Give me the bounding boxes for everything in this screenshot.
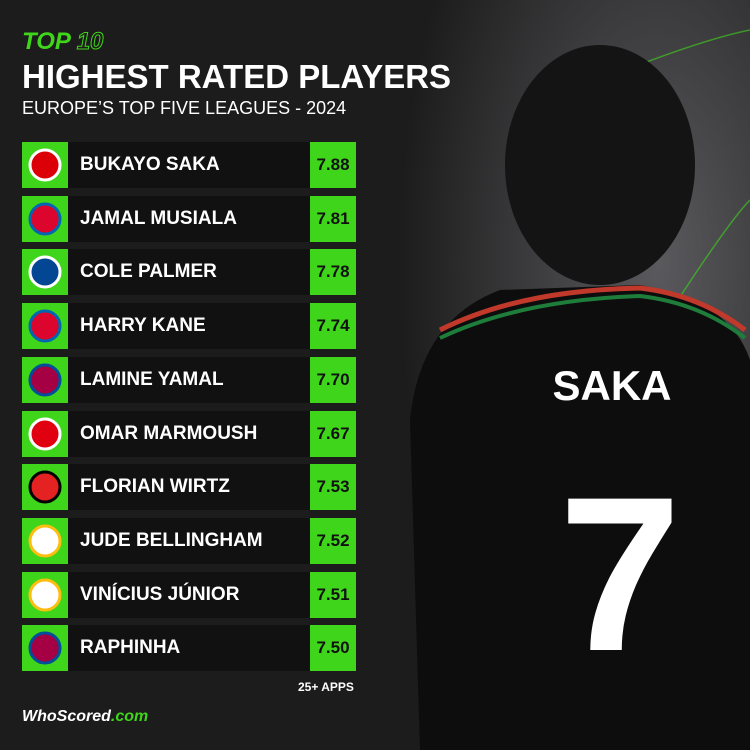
brand-suffix: .com: [110, 708, 149, 725]
player-name: LAMINE YAMAL: [68, 356, 310, 403]
player-name: VINÍCIUS JÚNIOR: [68, 571, 310, 618]
club-badge: [22, 571, 68, 618]
brand: WhoScored: [22, 708, 111, 725]
table-row: JAMAL MUSIALA 7.81: [22, 195, 356, 242]
club-badge: [22, 195, 68, 242]
player-rating: 7.52: [310, 517, 356, 564]
player-rating: 7.78: [310, 249, 356, 296]
badge-icon: [28, 631, 62, 665]
player-rating: 7.53: [310, 464, 356, 511]
table-row: FLORIAN WIRTZ 7.53: [22, 464, 356, 511]
player-name: COLE PALMER: [68, 249, 310, 296]
player-rating: 7.70: [310, 356, 356, 403]
player-rating: 7.50: [310, 625, 356, 672]
top-number: 10: [76, 28, 104, 56]
player-name: JUDE BELLINGHAM: [68, 517, 310, 564]
player-rating: 7.51: [310, 571, 356, 618]
club-badge: [22, 517, 68, 564]
table-row: HARRY KANE 7.74: [22, 303, 356, 350]
player-rating: 7.67: [310, 410, 356, 457]
top-word: TOP: [22, 28, 71, 55]
club-badge: [22, 249, 68, 296]
player-rating: 7.81: [310, 195, 356, 242]
club-badge: [22, 142, 68, 188]
footnote: 25+ APPS: [298, 680, 354, 694]
badge-icon: [28, 470, 62, 504]
player-name: FLORIAN WIRTZ: [68, 464, 310, 511]
top-label: TOP 10: [22, 28, 104, 56]
player-name: HARRY KANE: [68, 303, 310, 350]
badge-icon: [28, 309, 62, 343]
badge-icon: [28, 202, 62, 236]
club-badge: [22, 410, 68, 457]
table-row: OMAR MARMOUSH 7.67: [22, 410, 356, 457]
player-name: OMAR MARMOUSH: [68, 410, 310, 457]
table-row: RAPHINHA 7.50: [22, 625, 356, 672]
club-badge: [22, 356, 68, 403]
player-rating: 7.88: [310, 142, 356, 188]
player-rating: 7.74: [310, 303, 356, 350]
table-row: BUKAYO SAKA 7.88: [22, 142, 356, 188]
badge-icon: [28, 578, 62, 612]
table-row: JUDE BELLINGHAM 7.52: [22, 517, 356, 564]
badge-icon: [28, 255, 62, 289]
player-name: JAMAL MUSIALA: [68, 195, 310, 242]
table-row: VINÍCIUS JÚNIOR 7.51: [22, 571, 356, 618]
subtitle: EUROPE’S TOP FIVE LEAGUES - 2024: [22, 98, 347, 118]
club-badge: [22, 464, 68, 511]
jersey-number: 7: [559, 451, 681, 697]
table-row: LAMINE YAMAL 7.70: [22, 356, 356, 403]
player-name: BUKAYO SAKA: [68, 142, 310, 188]
badge-icon: [28, 524, 62, 558]
title: HIGHEST RATED PLAYERS: [22, 58, 452, 95]
jersey-name: SAKA: [552, 362, 671, 409]
badge-icon: [28, 148, 62, 182]
club-badge: [22, 625, 68, 672]
player-name: RAPHINHA: [68, 625, 310, 672]
badge-icon: [28, 363, 62, 397]
club-badge: [22, 303, 68, 350]
badge-icon: [28, 417, 62, 450]
brand-logo: WhoScored.com: [22, 708, 148, 726]
table-row: COLE PALMER 7.78: [22, 249, 356, 296]
